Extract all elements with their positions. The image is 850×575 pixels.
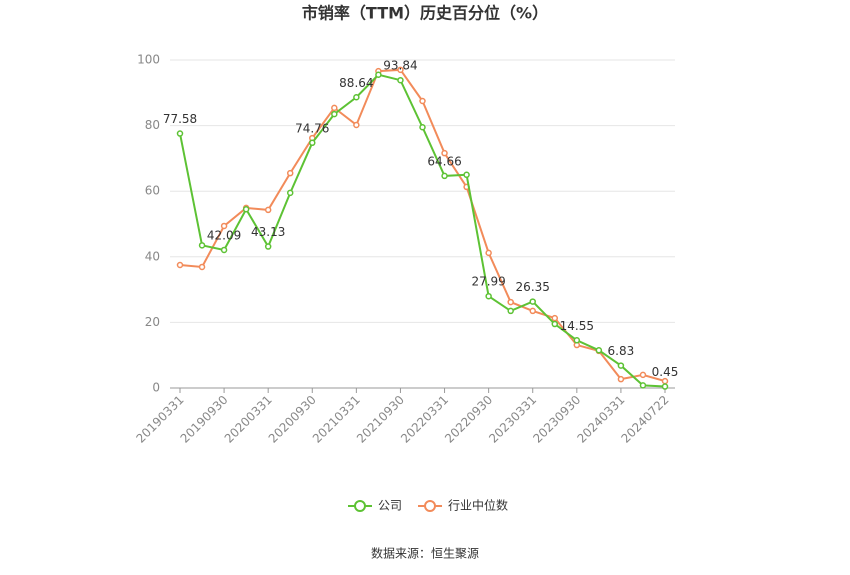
data-label: 42.09 <box>207 228 241 242</box>
data-label: 26.35 <box>516 280 550 294</box>
point <box>353 121 360 129</box>
point <box>485 292 492 300</box>
point <box>419 123 426 131</box>
point <box>220 246 228 254</box>
legend-marker <box>424 500 437 512</box>
chart-title: 市销率（TTM）历史百分位（%） <box>302 4 548 23</box>
point <box>573 337 581 344</box>
data-label: 74.76 <box>295 121 329 135</box>
legend-marker <box>354 500 366 512</box>
point <box>242 205 250 213</box>
data-label: 64.66 <box>427 154 461 168</box>
data-label: 0.45 <box>652 365 679 379</box>
data-label: 77.58 <box>163 112 197 126</box>
point <box>331 110 338 118</box>
point <box>419 97 426 105</box>
point <box>661 383 669 390</box>
point <box>331 104 338 112</box>
point <box>507 298 514 306</box>
y-tick-label: 40 <box>145 249 160 263</box>
point <box>661 377 669 385</box>
point <box>286 169 294 177</box>
point <box>397 66 404 74</box>
point <box>639 371 647 379</box>
y-tick-label: 0 <box>152 381 160 395</box>
point <box>485 249 492 257</box>
point <box>595 347 603 354</box>
point <box>507 307 514 315</box>
point <box>551 314 559 322</box>
point <box>176 130 184 137</box>
data-label: 14.55 <box>560 319 594 333</box>
point <box>617 375 625 383</box>
legend-label: 行业中位数 <box>448 498 508 513</box>
point <box>441 149 448 157</box>
y-tick-label: 20 <box>145 315 160 329</box>
point <box>639 382 647 389</box>
point <box>353 94 360 101</box>
point <box>309 139 316 147</box>
y-tick-label: 100 <box>137 53 160 67</box>
point <box>529 307 536 315</box>
data-label: 43.13 <box>251 225 285 239</box>
point <box>617 362 625 369</box>
x-tick-label: 20240722 <box>619 393 672 446</box>
y-tick-label: 60 <box>145 184 160 198</box>
y-tick-label: 80 <box>145 118 160 132</box>
point <box>397 76 404 84</box>
data-label: 27.99 <box>471 275 505 289</box>
point <box>220 222 228 230</box>
point <box>441 172 448 180</box>
point <box>198 242 206 249</box>
data-label: 93.84 <box>383 59 417 73</box>
point <box>198 263 206 271</box>
point <box>463 171 470 179</box>
legend-label: 公司 <box>378 499 402 513</box>
point <box>264 206 272 214</box>
point <box>375 71 382 79</box>
data-label: 6.83 <box>608 344 635 358</box>
point <box>176 261 184 269</box>
point <box>264 243 272 250</box>
source-note: 数据来源：恒生聚源 <box>371 546 479 561</box>
data-label: 88.64 <box>339 76 373 90</box>
point <box>551 320 559 328</box>
point <box>286 189 294 197</box>
point <box>529 298 536 305</box>
